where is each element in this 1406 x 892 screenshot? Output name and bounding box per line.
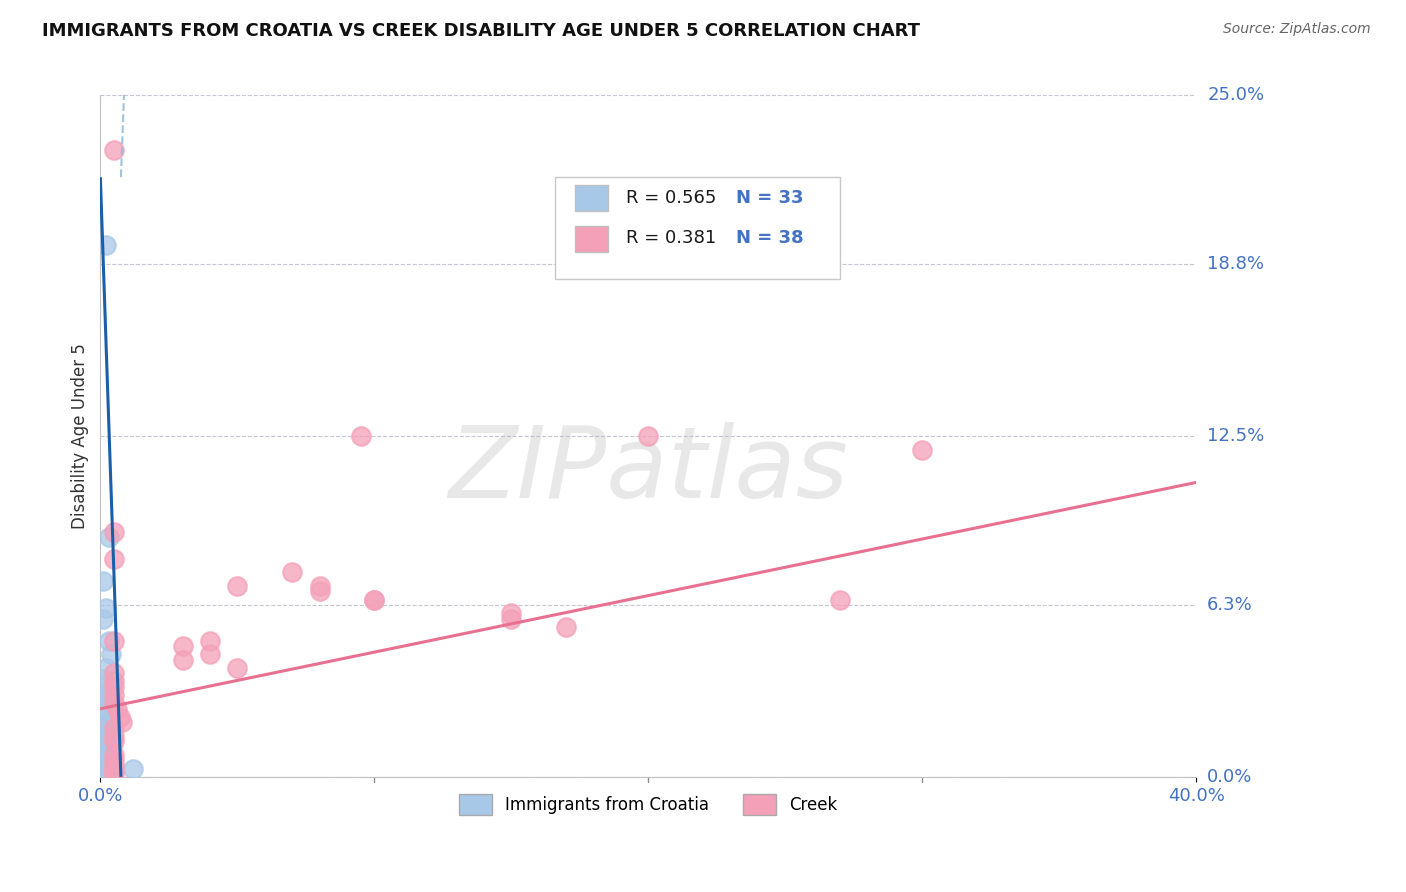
Point bbox=[91, 672, 114, 686]
Point bbox=[94, 726, 117, 740]
Text: 6.3%: 6.3% bbox=[1208, 596, 1253, 614]
Point bbox=[103, 680, 125, 694]
Point bbox=[501, 612, 523, 626]
Point bbox=[94, 238, 117, 252]
Point bbox=[91, 731, 114, 746]
Point bbox=[363, 592, 385, 607]
Point bbox=[97, 715, 120, 730]
Point bbox=[94, 739, 117, 754]
Point bbox=[501, 607, 523, 621]
Point bbox=[91, 710, 114, 724]
Point bbox=[349, 429, 371, 443]
Legend: Immigrants from Croatia, Creek: Immigrants from Croatia, Creek bbox=[450, 786, 846, 823]
Point bbox=[91, 721, 114, 735]
Point bbox=[226, 579, 249, 593]
Point bbox=[103, 764, 125, 779]
Point bbox=[91, 754, 114, 768]
Point bbox=[91, 742, 114, 756]
Point bbox=[103, 551, 125, 566]
Point bbox=[911, 442, 934, 457]
Point bbox=[103, 696, 125, 710]
Y-axis label: Disability Age Under 5: Disability Age Under 5 bbox=[72, 343, 89, 529]
Point bbox=[91, 737, 114, 751]
Point bbox=[198, 633, 221, 648]
Text: N = 33: N = 33 bbox=[735, 188, 803, 207]
Point bbox=[103, 734, 125, 748]
Point bbox=[103, 754, 125, 768]
Point bbox=[97, 767, 120, 781]
Point bbox=[94, 661, 117, 675]
Point bbox=[91, 756, 114, 771]
Point bbox=[103, 747, 125, 762]
Point bbox=[111, 715, 134, 730]
Point bbox=[103, 688, 125, 702]
Point bbox=[103, 666, 125, 681]
Point bbox=[100, 647, 122, 661]
Point bbox=[97, 530, 120, 544]
Point bbox=[103, 729, 125, 743]
Point bbox=[103, 633, 125, 648]
Bar bbox=[575, 186, 607, 211]
Text: R = 0.381: R = 0.381 bbox=[626, 229, 717, 247]
Point bbox=[91, 764, 114, 779]
Point bbox=[108, 710, 131, 724]
Bar bbox=[575, 227, 607, 252]
Text: 12.5%: 12.5% bbox=[1208, 427, 1264, 445]
Point bbox=[91, 759, 114, 773]
Point bbox=[122, 762, 145, 776]
Text: Source: ZipAtlas.com: Source: ZipAtlas.com bbox=[1223, 22, 1371, 37]
Point bbox=[97, 633, 120, 648]
Point bbox=[172, 639, 194, 653]
Point bbox=[91, 745, 114, 759]
Point bbox=[91, 688, 114, 702]
Text: IMMIGRANTS FROM CROATIA VS CREEK DISABILITY AGE UNDER 5 CORRELATION CHART: IMMIGRANTS FROM CROATIA VS CREEK DISABIL… bbox=[42, 22, 920, 40]
Text: 18.8%: 18.8% bbox=[1208, 255, 1264, 273]
Point bbox=[94, 762, 117, 776]
Point bbox=[94, 734, 117, 748]
Point bbox=[103, 759, 125, 773]
Point bbox=[103, 767, 125, 781]
Point bbox=[97, 751, 120, 765]
Point bbox=[94, 702, 117, 716]
Point bbox=[226, 661, 249, 675]
Point bbox=[91, 680, 114, 694]
Text: N = 38: N = 38 bbox=[735, 229, 803, 247]
Point bbox=[103, 674, 125, 689]
Point bbox=[94, 747, 117, 762]
Point bbox=[172, 653, 194, 667]
Point bbox=[91, 574, 114, 588]
Point bbox=[103, 143, 125, 157]
Point bbox=[103, 721, 125, 735]
Point bbox=[103, 524, 125, 539]
Text: 25.0%: 25.0% bbox=[1208, 87, 1264, 104]
Point bbox=[94, 600, 117, 615]
Text: ZIPatlas: ZIPatlas bbox=[449, 422, 848, 518]
Point bbox=[91, 729, 114, 743]
Point bbox=[828, 592, 851, 607]
Point bbox=[94, 693, 117, 707]
Point bbox=[308, 584, 330, 599]
Point bbox=[105, 702, 128, 716]
Text: R = 0.565: R = 0.565 bbox=[626, 188, 717, 207]
Point bbox=[91, 612, 114, 626]
Point bbox=[555, 620, 578, 634]
FancyBboxPatch shape bbox=[555, 178, 839, 279]
Point bbox=[637, 429, 659, 443]
Point bbox=[198, 647, 221, 661]
Point bbox=[308, 579, 330, 593]
Text: 0.0%: 0.0% bbox=[1208, 768, 1253, 786]
Point bbox=[363, 592, 385, 607]
Point bbox=[281, 566, 304, 580]
